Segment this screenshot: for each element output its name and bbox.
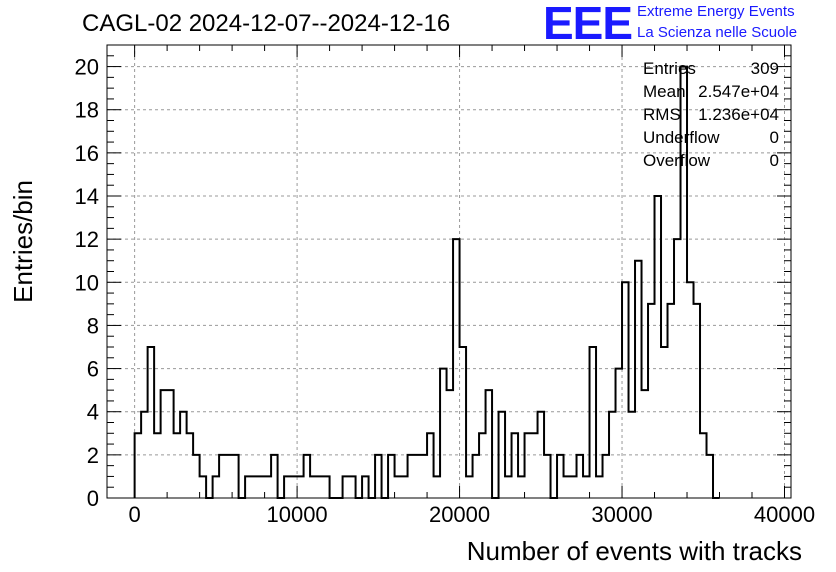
stat-value-rms: 1.236e+04 bbox=[698, 105, 779, 124]
histogram-bin bbox=[265, 476, 271, 498]
x-tick-label: 30000 bbox=[591, 502, 652, 527]
y-tick-label: 2 bbox=[87, 443, 99, 468]
histogram-bin bbox=[434, 476, 440, 498]
grid-lines bbox=[107, 45, 791, 498]
y-tick-label: 6 bbox=[87, 357, 99, 382]
histogram-bin bbox=[310, 476, 316, 498]
stat-label-mean: Mean bbox=[643, 82, 686, 101]
x-tick-label: 0 bbox=[128, 502, 140, 527]
stat-value-overflow: 0 bbox=[769, 151, 779, 170]
histogram-bin bbox=[174, 433, 180, 498]
x-tick-label: 40000 bbox=[754, 502, 815, 527]
x-axis-label: Number of events with tracks bbox=[466, 536, 802, 566]
histogram-bin bbox=[297, 476, 303, 498]
y-tick-label: 0 bbox=[87, 486, 99, 511]
y-tick-label: 20 bbox=[75, 55, 99, 80]
histogram-bin bbox=[447, 390, 453, 498]
histogram-bin bbox=[687, 282, 693, 498]
histogram-bin bbox=[642, 390, 648, 498]
tick-labels: 0 10000 20000 30000 40000 0 2 4 6 8 10 12 14 16 18 20 bbox=[75, 55, 816, 527]
x-tick-label: 10000 bbox=[266, 502, 327, 527]
histogram-outline bbox=[133, 65, 720, 499]
histogram-bin bbox=[317, 476, 323, 498]
histogram-bin bbox=[395, 476, 401, 498]
y-axis-label: Entries/bin bbox=[8, 180, 38, 303]
axis-ticks bbox=[107, 44, 791, 499]
histogram-bin bbox=[531, 433, 537, 498]
histogram-bin bbox=[414, 455, 420, 498]
chart-title: CAGL-02 2024-12-07--2024-12-16 bbox=[82, 10, 451, 37]
y-tick-label: 12 bbox=[75, 227, 99, 252]
stat-value-underflow: 0 bbox=[769, 128, 779, 147]
eee-logo-mark: EEE bbox=[543, 0, 633, 49]
logo-line-1: Extreme Energy Events bbox=[637, 3, 795, 20]
histogram-bin bbox=[583, 476, 589, 498]
y-tick-label: 16 bbox=[75, 141, 99, 166]
y-tick-label: 10 bbox=[75, 270, 99, 295]
histogram-bin bbox=[596, 476, 602, 498]
y-tick-label: 18 bbox=[75, 98, 99, 123]
y-tick-label: 4 bbox=[87, 400, 99, 425]
histogram-bin bbox=[226, 455, 232, 498]
stat-label-underflow: Underflow bbox=[643, 128, 720, 147]
y-tick-label: 8 bbox=[87, 313, 99, 338]
x-tick-label: 20000 bbox=[429, 502, 490, 527]
stat-value-mean: 2.547e+04 bbox=[698, 82, 779, 101]
stat-label-rms: RMS bbox=[643, 105, 681, 124]
histogram-bin bbox=[154, 433, 160, 498]
stat-label-overflow: Overflow bbox=[643, 151, 711, 170]
y-tick-label: 14 bbox=[75, 184, 99, 209]
histogram-bin bbox=[661, 347, 667, 498]
histogram-bin bbox=[570, 476, 576, 498]
plot-frame bbox=[106, 44, 792, 499]
histogram-bin bbox=[564, 476, 570, 498]
stat-label-entries: Entries bbox=[643, 59, 696, 78]
logo-line-2: La Scienza nelle Scuole bbox=[637, 24, 798, 41]
histogram-bin bbox=[401, 476, 407, 498]
histogram-bin bbox=[466, 476, 472, 498]
histogram-bin bbox=[252, 476, 258, 498]
histogram-bin bbox=[505, 476, 511, 498]
histogram-bin bbox=[518, 476, 524, 498]
histogram-bars bbox=[133, 65, 720, 499]
histogram-bin bbox=[291, 476, 297, 498]
histogram-bin bbox=[258, 476, 264, 498]
histogram-bin bbox=[421, 455, 427, 498]
stat-value-entries: 309 bbox=[750, 59, 779, 78]
